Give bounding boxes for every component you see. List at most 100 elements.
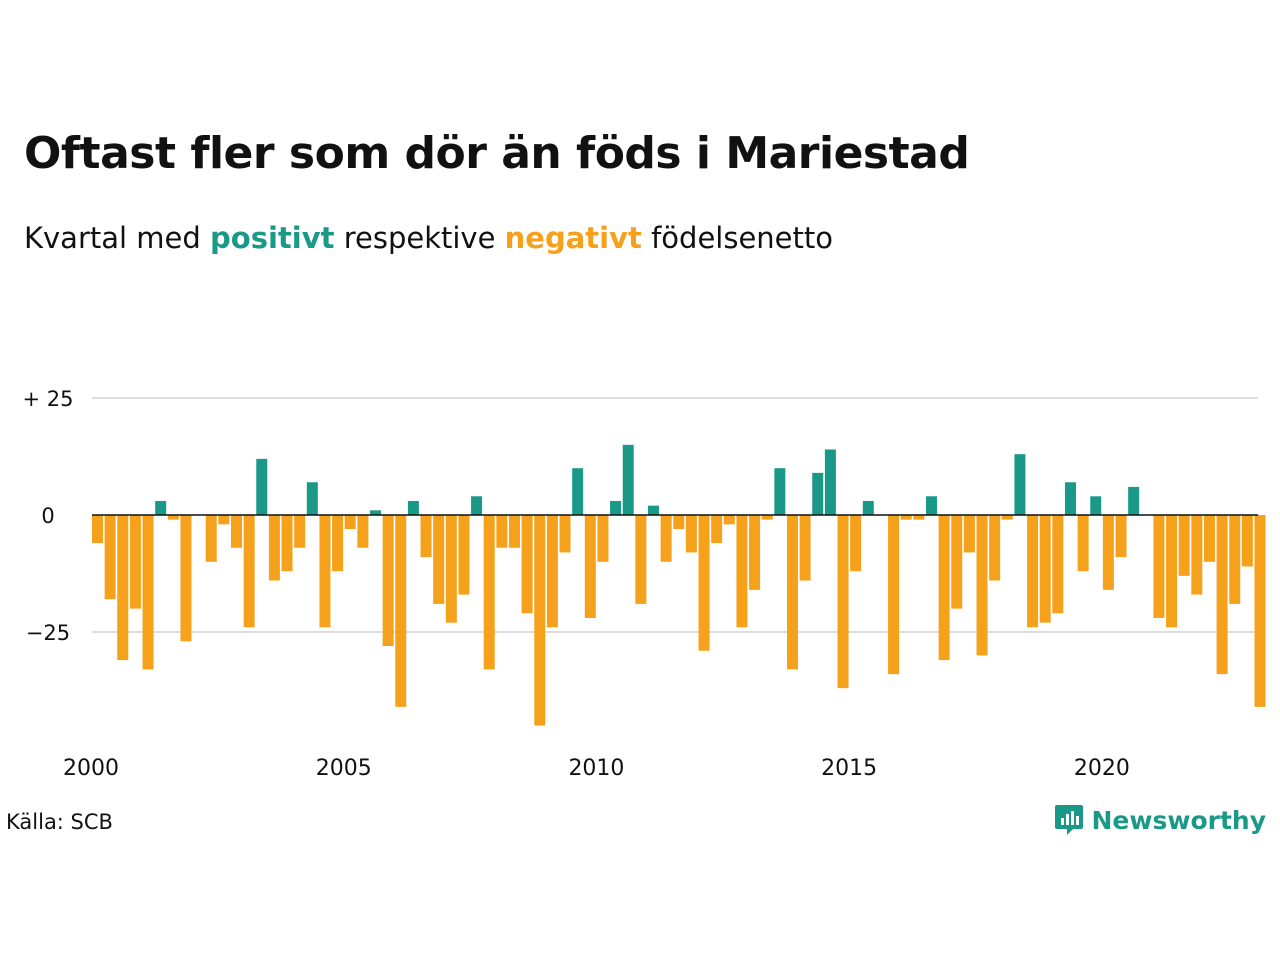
bar (281, 515, 293, 572)
y-tick-label: + 25 (23, 387, 74, 411)
bar (104, 515, 116, 600)
y-tick-label: 0 (41, 504, 54, 528)
bar (799, 515, 811, 581)
bar (521, 515, 533, 614)
bar (723, 515, 735, 525)
bar (357, 515, 369, 548)
bar (635, 515, 647, 604)
bar (584, 515, 596, 618)
bar (231, 515, 242, 548)
bar (938, 515, 950, 661)
bar (129, 515, 141, 609)
brand-logo: Newsworthy (1054, 803, 1267, 837)
bar (963, 515, 975, 553)
bar (1052, 515, 1064, 614)
subtitle-negative-highlight: negativt (504, 221, 642, 255)
subtitle-text-end: födelsenetto (641, 221, 833, 255)
bar (458, 515, 470, 595)
chart-subtitle: Kvartal med positivt respektive negativt… (24, 221, 833, 255)
bar (812, 472, 824, 515)
bar (546, 515, 558, 628)
bar (243, 515, 255, 628)
y-tick-label: −25 (26, 621, 70, 645)
bar (471, 496, 483, 515)
bar (1254, 515, 1266, 707)
bar (1027, 515, 1039, 628)
bar (1241, 515, 1253, 567)
bar (395, 515, 407, 707)
bar (1090, 496, 1102, 515)
bar (888, 515, 900, 675)
bar (256, 458, 268, 515)
bar-chart: + 25 0 −25 2000 2005 2010 2015 2020 (23, 387, 1266, 781)
bar (1039, 515, 1051, 623)
bar (1166, 515, 1178, 628)
bar (900, 515, 912, 520)
x-tick-label: 2015 (821, 756, 877, 781)
bar (205, 515, 217, 562)
bar (1178, 515, 1190, 576)
bar (1077, 515, 1089, 572)
bar (786, 515, 798, 670)
bar (673, 515, 685, 530)
bar (824, 449, 836, 515)
subtitle-text-start: Kvartal med (24, 221, 211, 255)
bar (534, 515, 546, 726)
chart-bubble-icon (1054, 805, 1083, 835)
bar (1014, 454, 1026, 515)
bar (1153, 515, 1165, 618)
bar (180, 515, 192, 642)
bar (1216, 515, 1228, 675)
bar (319, 515, 331, 628)
bar (344, 515, 356, 530)
bar (850, 515, 862, 572)
brand-name: Newsworthy (1091, 805, 1267, 835)
bar (420, 515, 432, 558)
bar (774, 468, 786, 515)
bar (92, 515, 103, 544)
x-tick-label: 2000 (63, 756, 119, 781)
bar (862, 500, 874, 515)
bar (559, 515, 571, 553)
bar (597, 515, 609, 562)
bar (647, 505, 659, 515)
subtitle-text-middle: respektive (334, 221, 505, 255)
bar (407, 500, 419, 515)
bar (761, 515, 773, 520)
bar (749, 515, 761, 590)
x-tick-label: 2020 (1074, 756, 1130, 781)
bar (711, 515, 723, 544)
bar (685, 515, 697, 553)
bar (1191, 515, 1203, 595)
bar (167, 515, 179, 520)
bar (622, 444, 634, 515)
bar (913, 515, 925, 520)
bar (837, 515, 849, 689)
bar (483, 515, 495, 670)
bar (660, 515, 672, 562)
bar (1203, 515, 1215, 562)
x-tick-label: 2010 (568, 756, 624, 781)
bar (925, 496, 937, 515)
bar (382, 515, 394, 647)
bar (1064, 482, 1076, 515)
bar (496, 515, 508, 548)
bar (951, 515, 963, 609)
bar (1102, 515, 1114, 590)
bar (445, 515, 457, 623)
bar (1001, 515, 1013, 520)
chart-title: Oftast fler som dör än föds i Mariestad (24, 128, 970, 179)
bar (698, 515, 710, 651)
bar (155, 500, 167, 515)
bar (1229, 515, 1241, 604)
bar (1128, 486, 1140, 515)
bar (306, 482, 318, 515)
bar (268, 515, 280, 581)
bar (508, 515, 520, 548)
bar (989, 515, 1001, 581)
bar (142, 515, 154, 670)
subtitle-positive-highlight: positivt (210, 221, 335, 255)
bar (294, 515, 306, 548)
bar (572, 468, 584, 515)
bar (218, 515, 230, 525)
